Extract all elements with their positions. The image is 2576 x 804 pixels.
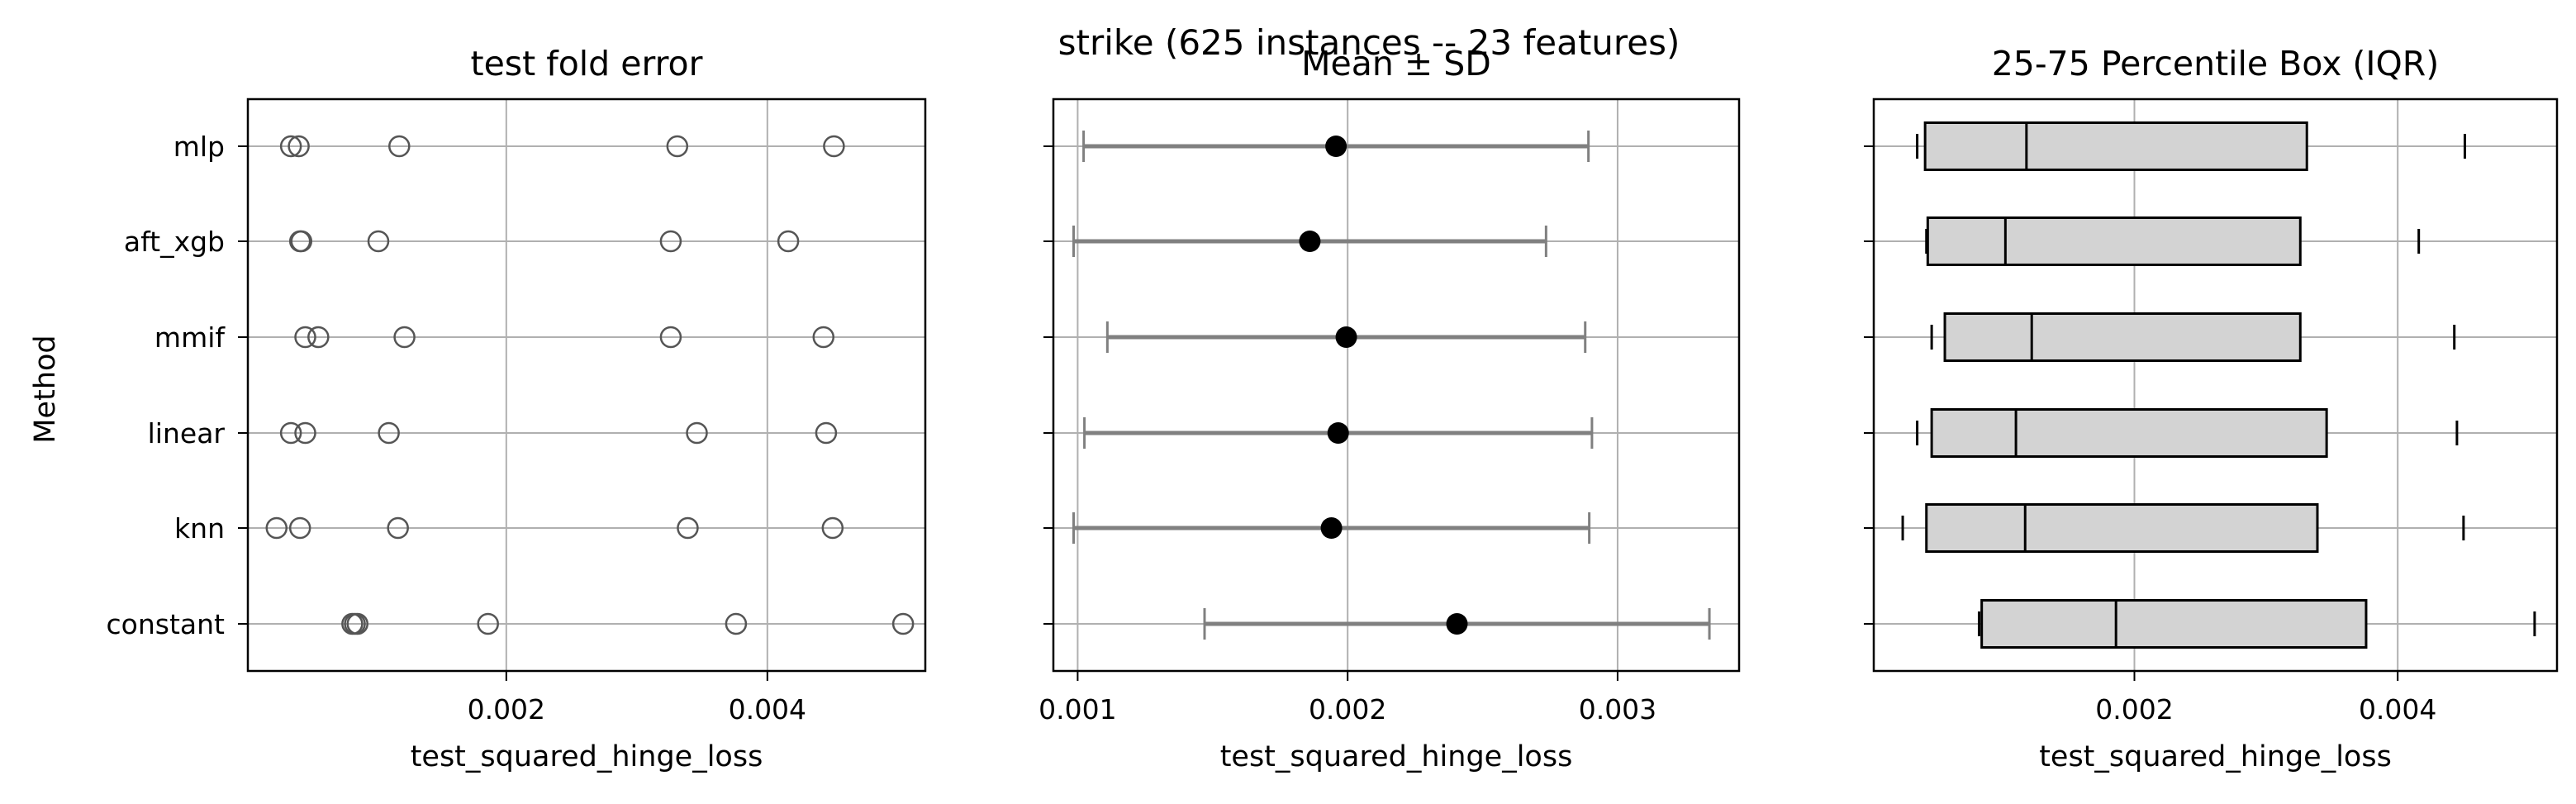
x-axis-label: test_squared_hinge_loss [1220,740,1573,773]
axes-frame [1052,98,1741,673]
panel-title: test fold error [471,44,703,83]
x-tick-label-0.001: 0.001 [1038,693,1116,726]
iqr-box-constant [1980,599,2368,649]
x-tick-label-0.004: 0.004 [729,693,806,726]
point-mlp-0 [279,135,302,158]
point-mmif-4 [812,326,835,349]
x-tick-label-0.004: 0.004 [2359,693,2436,726]
figure-suptitle: strike (625 instances -- 23 features) [1058,22,1680,63]
point-constant-5 [891,612,915,635]
point-linear-0 [279,421,302,445]
panel-title: 25-75 Percentile Box (IQR) [1992,44,2440,83]
x-axis-label: test_squared_hinge_loss [411,740,763,773]
point-aft-xgb-3 [659,230,682,253]
mean-point-linear [1327,422,1349,444]
y-tick-label-knn: knn [174,512,225,545]
mean-point-mlp [1325,136,1347,157]
x-axis-label: test_squared_hinge_loss [2039,740,2392,773]
point-knn-3 [677,516,699,540]
point-mlp-2 [388,135,411,158]
mean-point-knn [1320,517,1343,539]
point-knn-4 [821,516,844,540]
axes-frame [246,98,927,673]
figure-ylabel: Method [29,335,62,443]
iqr-box-mlp [1923,121,2308,171]
mean-point-constant [1446,613,1468,635]
point-mlp-3 [666,135,689,158]
point-mlp-4 [823,135,845,158]
point-mmif-0 [294,326,316,349]
iqr-box-linear [1930,408,2328,458]
point-knn-2 [387,516,409,540]
point-linear-3 [686,421,708,445]
iqr-box-knn [1925,503,2319,553]
x-tick-label-0.003: 0.003 [1579,693,1656,726]
point-knn-0 [265,516,288,540]
axes-frame [1872,98,2559,673]
panel-title: Mean ± SD [1301,44,1491,83]
x-tick-label-0.002: 0.002 [2095,693,2173,726]
point-constant-2 [346,612,368,635]
mean-point-mmif [1335,326,1357,348]
y-tick-label-linear: linear [148,417,226,450]
point-mmif-2 [393,326,416,349]
point-mlp-1 [288,135,310,158]
panel-iqr-box: 0.002 0.004 test_squared_hinge_loss 25-75 P… [1864,44,2559,773]
iqr-box-mmif [1943,312,2302,362]
point-constant-4 [725,612,748,635]
x-tick-label-0.002: 0.002 [468,693,545,726]
y-tick-label-aft-xgb: aft_xgb [124,226,225,258]
y-tick-label-mmif: mmif [154,321,226,354]
point-constant-3 [477,612,499,635]
y-tick-label-constant: constant [107,608,226,640]
point-knn-1 [288,516,311,540]
point-aft-xgb-1 [290,230,313,253]
point-mmif-1 [307,326,330,349]
point-aft-xgb-2 [367,230,390,253]
point-aft-xgb-4 [777,230,800,253]
point-linear-4 [815,421,838,445]
point-linear-1 [294,421,316,445]
y-tick-label-mlp: mlp [173,131,225,163]
mean-point-aft-xgb [1299,231,1321,252]
point-mmif-3 [659,326,682,349]
iqr-box-aft-xgb [1926,216,2302,266]
point-linear-2 [378,421,400,445]
x-tick-label-0.002: 0.002 [1309,693,1386,726]
